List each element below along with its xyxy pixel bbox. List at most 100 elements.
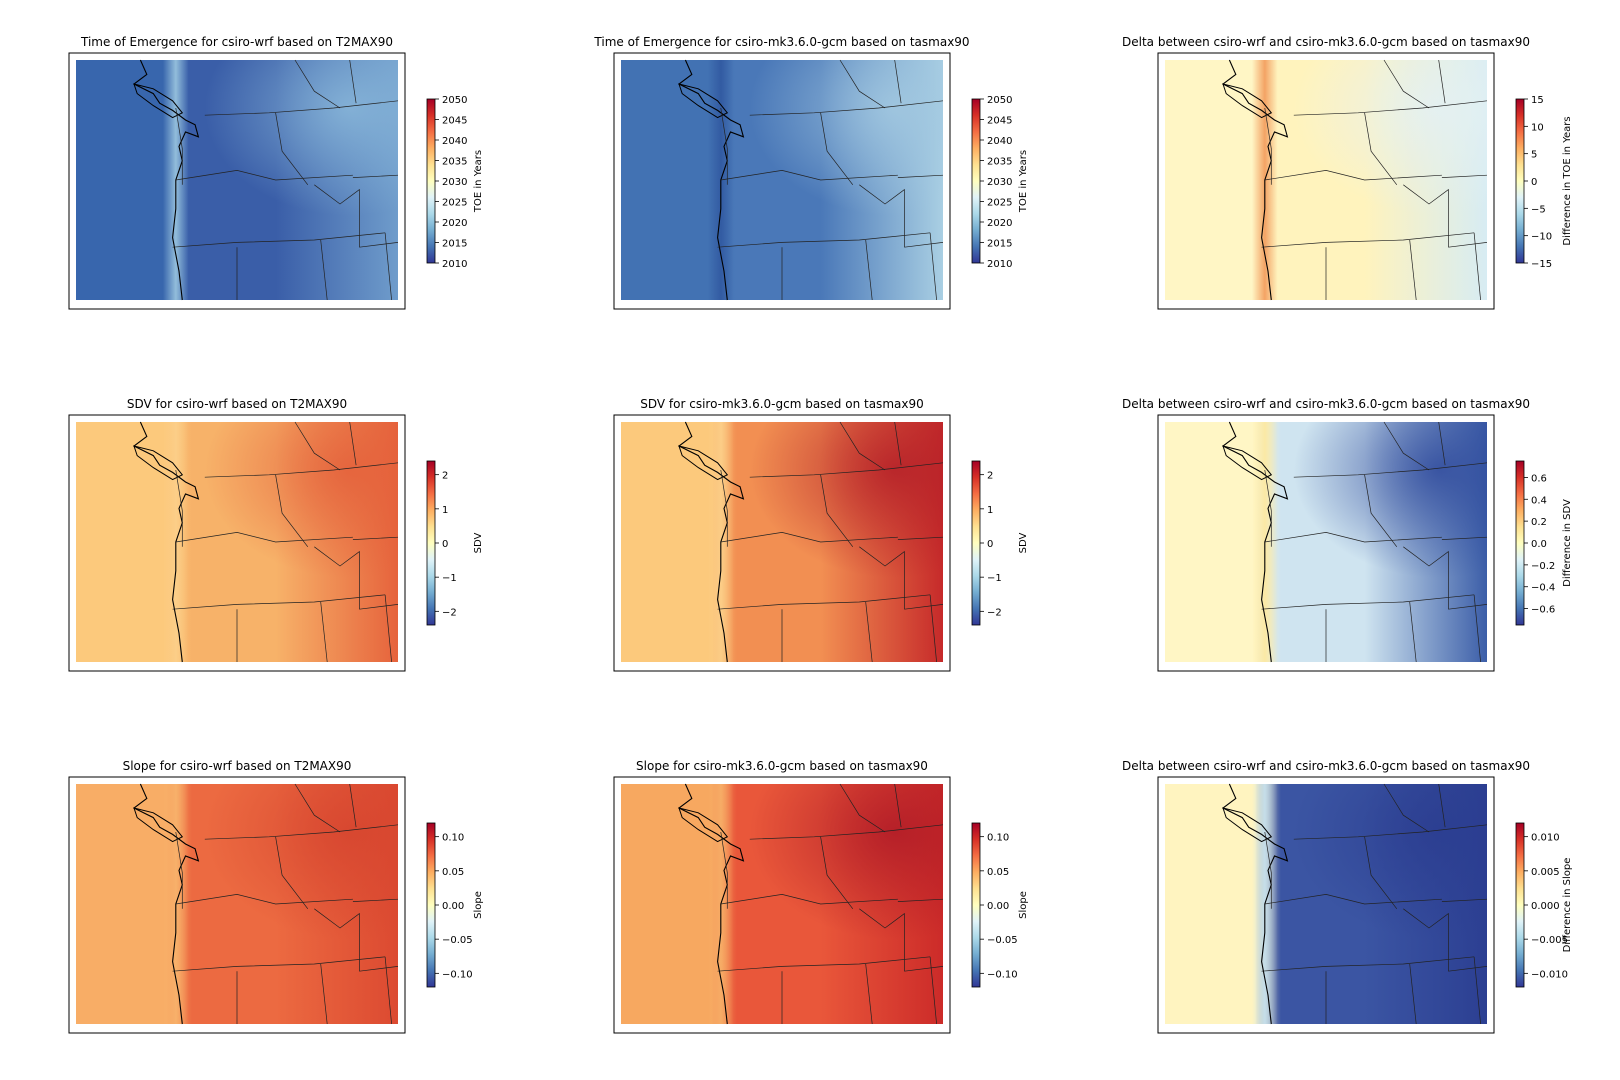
colorbar-tick-label: −0.005	[1531, 935, 1568, 946]
colorbar-label: Slope	[473, 891, 484, 919]
state-border	[1438, 421, 1446, 466]
state-border	[1293, 462, 1488, 478]
colorbar-tick-label: 0.05	[442, 867, 464, 878]
state-border	[1448, 604, 1488, 610]
state-border	[359, 966, 399, 972]
state-border	[820, 112, 854, 186]
state-border	[1383, 59, 1430, 109]
state-border	[894, 59, 902, 104]
state-border	[384, 956, 392, 1025]
state-border	[1264, 170, 1442, 181]
colorbar	[426, 98, 436, 264]
state-border	[1264, 894, 1442, 905]
state-border	[1441, 174, 1488, 178]
state-border	[1364, 112, 1398, 186]
colorbar-label: Slope	[1018, 891, 1029, 919]
state-border	[720, 107, 728, 185]
colorbar-tick-label: −5	[1531, 204, 1546, 215]
panel-title: SDV for csiro-wrf based on T2MAX90	[127, 397, 347, 411]
state-border	[717, 956, 931, 972]
state-border	[1261, 956, 1475, 972]
state-border	[865, 601, 873, 663]
colorbar-tick-label: 2	[987, 471, 993, 482]
colorbar-tick-label: 0	[1531, 177, 1537, 188]
state-border	[1409, 601, 1417, 663]
panel-title: Time of Emergence for csiro-wrf based on…	[80, 35, 393, 49]
state-border	[1383, 783, 1430, 833]
coastline	[677, 783, 745, 1025]
colorbar-tick-label: −2	[987, 607, 1002, 618]
colorbar-tick-label: 0.00	[987, 901, 1009, 912]
colorbar-tick-label: 2025	[442, 198, 467, 209]
colorbar-tick-label: 0.10	[442, 833, 464, 844]
state-border	[314, 546, 360, 610]
panel-toe-wrf: Time of Emergence for csiro-wrf based on…	[68, 35, 484, 310]
state-border	[859, 546, 905, 610]
colorbar-tick-label: −0.05	[442, 935, 473, 946]
colorbar-tick-label: 0.2	[1531, 517, 1547, 528]
state-border	[894, 783, 902, 828]
coastline	[1221, 59, 1289, 301]
colorbar-tick-label: 0.010	[1531, 833, 1560, 844]
colorbar-tick-label: 2045	[442, 116, 467, 127]
state-border	[897, 536, 944, 540]
colorbar-label: Difference in Slope	[1562, 858, 1573, 953]
colorbar-tick-label: 2015	[442, 239, 467, 250]
state-border	[717, 594, 931, 610]
state-border	[904, 966, 944, 972]
state-border	[717, 232, 931, 248]
state-border	[720, 170, 898, 181]
state-border	[275, 836, 309, 910]
state-border	[352, 536, 399, 540]
colorbar-tick-label: −15	[1531, 259, 1552, 270]
state-border	[1403, 546, 1449, 610]
coastline	[132, 421, 200, 663]
colorbar	[426, 822, 436, 988]
colorbar	[971, 460, 981, 626]
island-outline	[1222, 445, 1273, 481]
colorbar-tick-label: 2020	[987, 218, 1012, 229]
colorbar-tick-label: 2050	[442, 95, 467, 106]
coastline	[1221, 783, 1289, 1025]
island-outline	[133, 83, 184, 119]
colorbar-tick-label: 15	[1531, 95, 1544, 106]
colorbar-tick-label: 2045	[987, 116, 1012, 127]
state-border	[720, 831, 728, 909]
colorbar-label: SDV	[1018, 532, 1029, 553]
colorbar-label: SDV	[473, 532, 484, 553]
state-border	[172, 232, 386, 248]
state-border	[904, 604, 944, 610]
colorbar-tick-label: 2010	[442, 259, 467, 270]
colorbar-tick-label: 2035	[987, 157, 1012, 168]
island-outline	[1222, 83, 1273, 119]
state-border	[1364, 836, 1398, 910]
state-border	[294, 59, 341, 109]
coastline	[677, 59, 745, 301]
colorbar-tick-label: 2040	[987, 136, 1012, 147]
state-border	[294, 783, 341, 833]
colorbar-label: TOE in Years	[473, 150, 484, 213]
colorbar	[1515, 460, 1525, 626]
state-border	[929, 956, 937, 1025]
state-border	[1264, 107, 1272, 185]
state-border	[820, 474, 854, 548]
colorbar-tick-label: 2015	[987, 239, 1012, 250]
state-border	[1261, 232, 1475, 248]
colorbar-tick-label: 5	[1531, 150, 1537, 161]
state-border	[865, 963, 873, 1025]
state-border	[349, 783, 357, 828]
state-border	[349, 59, 357, 104]
panel-title: Delta between csiro-wrf and csiro-mk3.6.…	[1122, 397, 1530, 411]
colorbar-tick-label: 2050	[987, 95, 1012, 106]
state-border	[859, 908, 905, 972]
colorbar-tick-label: 0	[442, 539, 448, 550]
colorbar-tick-label: 0	[987, 539, 993, 550]
state-border	[1438, 783, 1446, 828]
colorbar-tick-label: −2	[442, 607, 457, 618]
colorbar-tick-label: −10	[1531, 232, 1552, 243]
colorbar-tick-label: 2030	[442, 177, 467, 188]
state-border	[294, 421, 341, 471]
state-border	[352, 174, 399, 178]
colorbar-tick-label: −0.05	[987, 935, 1018, 946]
